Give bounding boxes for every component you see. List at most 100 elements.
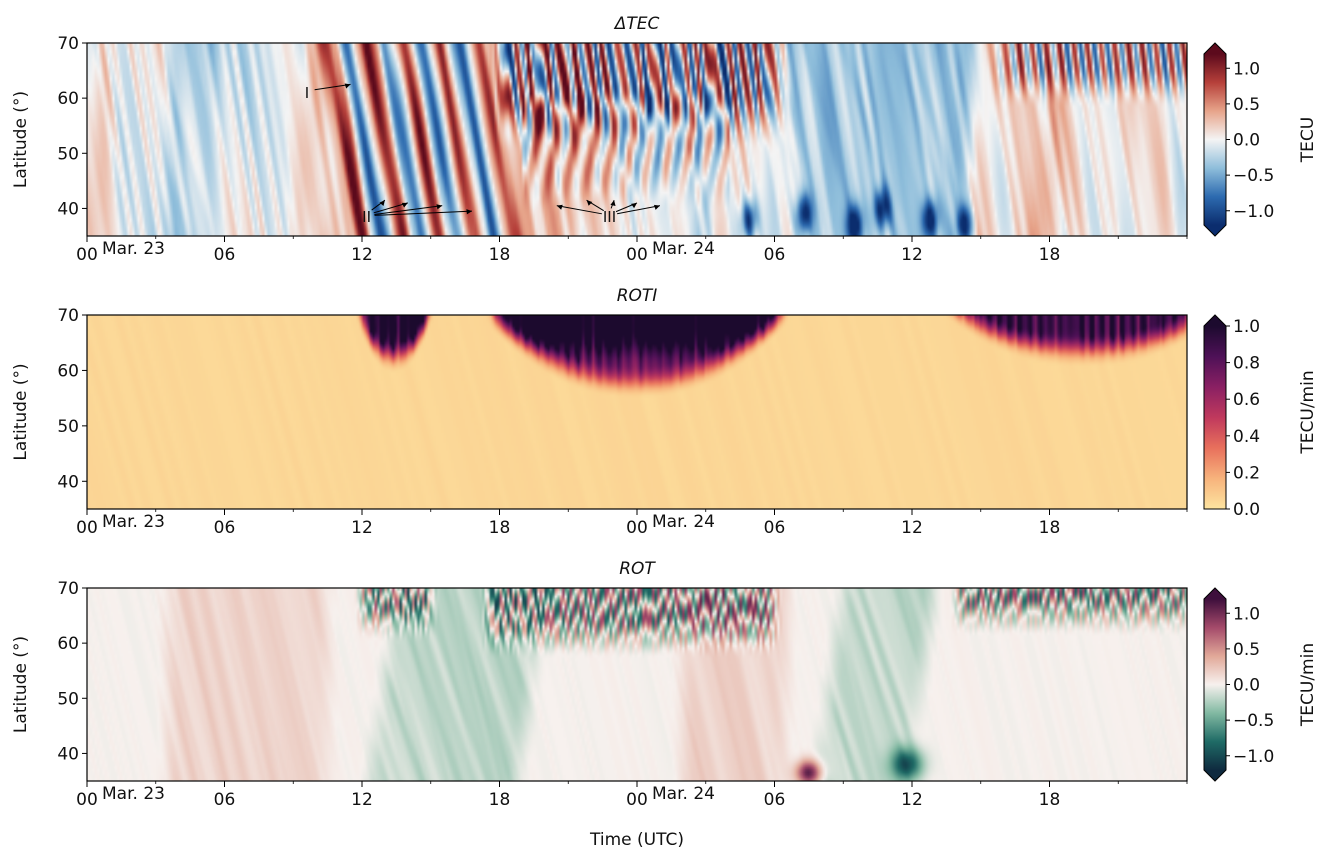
- panel-2: ROTI 40 50 60 70 Latitude (°) 00 06 12 18 00 06 12 18…: [11, 286, 1318, 538]
- heatmap-image: [87, 588, 1187, 781]
- y-tick-label: 60: [57, 361, 79, 381]
- colorbar-gradient: [1204, 54, 1226, 225]
- colorbar-tick-label: −1.0: [1233, 747, 1274, 767]
- y-axis-label: Latitude (°): [11, 636, 31, 733]
- x-tick-label: 12: [901, 245, 923, 265]
- y-tick-label: 70: [57, 579, 79, 599]
- colorbar-extend-max: [1204, 315, 1226, 326]
- x-tick-label: 12: [351, 518, 373, 538]
- annotation-arrow: [556, 205, 602, 215]
- x-tick-label: 12: [351, 245, 373, 265]
- y-tick-label: 50: [57, 689, 79, 709]
- colorbar-tick-label: 0.0: [1233, 131, 1260, 151]
- y-tick-label: 50: [57, 417, 79, 437]
- annotation-arrowhead: [401, 202, 408, 208]
- y-tick-label: 40: [57, 472, 79, 492]
- colorbar-tick-label: 0.8: [1233, 354, 1260, 374]
- colorbar-tick-label: −0.5: [1233, 711, 1274, 731]
- colorbar-tick-label: 1.0: [1233, 317, 1260, 337]
- annotation-label: II: [362, 208, 371, 226]
- annotation-arrow: [314, 83, 351, 91]
- date-label: Mar. 24: [652, 512, 715, 532]
- annotation-arrowhead: [556, 204, 563, 210]
- y-tick-label: 40: [57, 199, 79, 219]
- colorbar-tick-label: 1.0: [1233, 59, 1260, 79]
- colorbar-tick-label: 0.5: [1233, 640, 1260, 660]
- panel-title: ROT: [619, 559, 656, 579]
- x-tick-label: 18: [1039, 790, 1061, 810]
- colorbar-extend-max: [1204, 43, 1226, 54]
- colorbar-frame: [1203, 42, 1227, 237]
- colorbar-gradient: [1204, 599, 1226, 770]
- annotation-arrow: [374, 210, 473, 216]
- panel-title: ΔTEC: [613, 14, 660, 34]
- x-tick-label: 18: [1039, 518, 1061, 538]
- x-tick-label: 00: [626, 518, 648, 538]
- y-tick-label: 60: [57, 634, 79, 654]
- y-axis-label: Latitude (°): [11, 91, 31, 188]
- y-axis-label: Latitude (°): [11, 363, 31, 460]
- x-tick-label: 18: [489, 518, 511, 538]
- x-tick-label: 12: [901, 518, 923, 538]
- date-label: Mar. 24: [652, 239, 715, 259]
- x-tick-label: 12: [351, 790, 373, 810]
- date-label: Mar. 23: [102, 512, 165, 532]
- y-tick-label: 70: [57, 306, 79, 326]
- annotation-arrowhead: [586, 200, 593, 206]
- colorbar-extend-min: [1204, 225, 1226, 236]
- colorbar-gradient: [1204, 326, 1226, 509]
- annotation-arrowhead: [466, 209, 472, 215]
- heatmap-image: [87, 315, 1187, 509]
- x-tick-label: 18: [1039, 245, 1061, 265]
- x-tick-label: 06: [764, 790, 786, 810]
- annotation-arrowhead: [631, 202, 637, 209]
- colorbar-tick-label: 0.5: [1233, 95, 1260, 115]
- colorbar-extend-min: [1204, 770, 1226, 781]
- x-tick-label: 00: [76, 790, 98, 810]
- y-tick-label: 60: [57, 89, 79, 109]
- date-label: Mar. 24: [652, 784, 715, 804]
- colorbar-label: TECU/min: [1298, 643, 1318, 727]
- panel-1: ΔTEC 40 50 60 70 Latitude (°) 00 06 12 18 00 06 12 18…: [11, 14, 1318, 265]
- colorbar-frame: [1203, 587, 1227, 782]
- heatmap-image: [87, 43, 1187, 236]
- colorbar-extend-max: [1204, 588, 1226, 599]
- date-label: Mar. 23: [102, 784, 165, 804]
- annotation-arrowhead: [653, 204, 660, 210]
- annotation-label: III: [603, 208, 616, 226]
- x-tick-label: 18: [489, 245, 511, 265]
- colorbar-tick-label: 0.6: [1233, 390, 1260, 410]
- colorbar-tick-label: 1.0: [1233, 604, 1260, 624]
- colorbar-label: TECU: [1298, 117, 1318, 163]
- annotation-arrow: [374, 205, 443, 216]
- colorbar-tick-label: −0.5: [1233, 166, 1274, 186]
- panel-title: ROTI: [617, 286, 658, 306]
- annotation-label: I: [305, 84, 309, 102]
- y-tick-label: 50: [57, 144, 79, 164]
- colorbar-frame: [1203, 314, 1227, 510]
- colorbar-tick-label: 0.0: [1233, 500, 1260, 520]
- x-tick-label: 06: [764, 518, 786, 538]
- y-tick-label: 40: [57, 744, 79, 764]
- colorbar-tick-label: 0.0: [1233, 676, 1260, 696]
- colorbar-tick-label: −1.0: [1233, 202, 1274, 222]
- x-tick-label: 12: [901, 790, 923, 810]
- x-tick-label: 18: [489, 790, 511, 810]
- x-tick-label: 00: [76, 518, 98, 538]
- annotation-arrow: [373, 202, 408, 214]
- x-tick-label: 06: [214, 518, 236, 538]
- date-label: Mar. 23: [102, 239, 165, 259]
- annotation-arrowhead: [379, 200, 385, 206]
- colorbar-label: TECU/min: [1298, 370, 1318, 454]
- x-axis-label: Time (UTC): [589, 830, 684, 850]
- annotation-arrowhead: [344, 83, 351, 89]
- x-tick-label: 00: [626, 790, 648, 810]
- x-tick-label: 00: [76, 245, 98, 265]
- colorbar-tick-label: 0.2: [1233, 463, 1260, 483]
- panel-3: ROT 40 50 60 70 Latitude (°) 00 06 12 18 00 06 12 18 M…: [11, 559, 1318, 810]
- y-tick-label: 70: [57, 34, 79, 54]
- x-tick-label: 00: [626, 245, 648, 265]
- x-tick-label: 06: [214, 245, 236, 265]
- annotation-arrowhead: [610, 200, 616, 206]
